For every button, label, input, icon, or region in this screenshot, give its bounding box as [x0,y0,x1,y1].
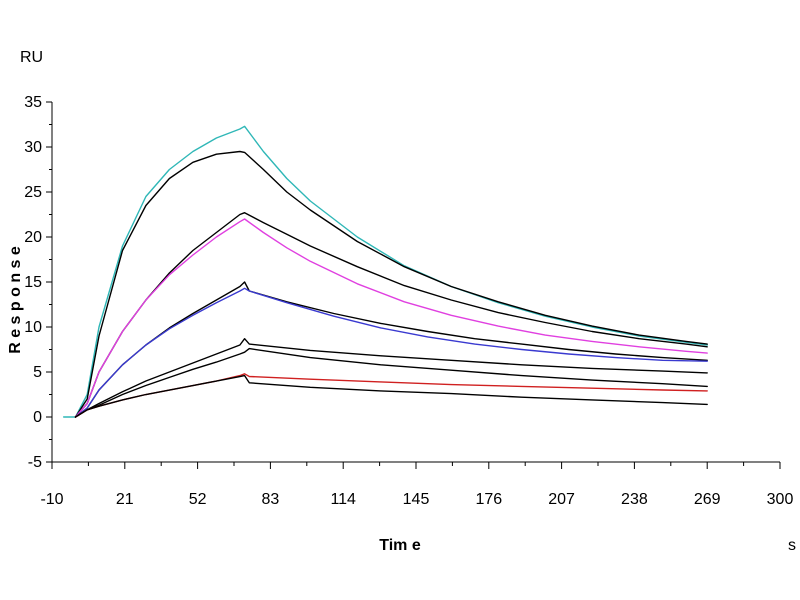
x-tick-label: 238 [621,491,648,508]
series-line-1 [63,125,708,418]
series-line-9 [74,373,708,418]
x-axis-title: Tim e [379,537,421,554]
series-layer [63,125,708,418]
x-tick-label: 145 [403,491,430,508]
ticks: -5 0 5 10 15 20 25 30 35 -10 21 52 83 114 145 176 207 238… [24,94,793,508]
y-tick-label: 30 [24,139,42,156]
y-tick-label: 5 [33,364,42,381]
x-tick-label: 207 [548,491,575,508]
x-tick-label: 176 [475,491,502,508]
y-tick-label: 25 [24,184,42,201]
x-unit-label: s [788,537,796,554]
x-tick-label: 300 [767,491,794,508]
series-line-6 [74,287,708,418]
x-tick-label: 114 [330,491,356,508]
series-line-5 [74,281,708,418]
x-tick-label: 83 [262,491,280,508]
series-line-3 [74,211,708,418]
series-line-8 [74,347,708,418]
series-line-7 [74,338,708,418]
x-tick-label: 21 [116,491,134,508]
y-tick-label: 10 [24,319,42,336]
y-tick-label: 15 [24,274,42,291]
x-tick-label: -10 [40,491,63,508]
series-line-10 [74,374,708,418]
y-tick-label: 20 [24,229,42,246]
y-unit-label: RU [20,49,43,66]
y-tick-label: -5 [28,454,42,471]
y-tick-label: 0 [33,409,42,426]
y-tick-label: 35 [24,94,42,111]
x-tick-label: 52 [189,491,207,508]
series-line-2 [74,150,708,418]
series-line-4 [74,218,708,418]
y-axis-title: R e s p o n s e [7,246,24,354]
x-tick-label: 269 [694,491,721,508]
